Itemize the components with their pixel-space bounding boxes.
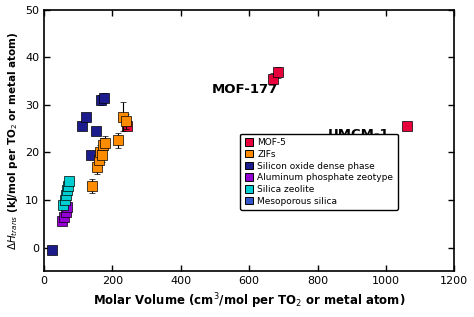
Y-axis label: $\Delta H_{trans}$ (kJ/mol per TO$_2$ or metal atom): $\Delta H_{trans}$ (kJ/mol per TO$_2$ or… xyxy=(6,31,19,249)
X-axis label: Molar Volume (cm$^3$/mol per TO$_2$ or metal atom): Molar Volume (cm$^3$/mol per TO$_2$ or m… xyxy=(93,292,406,311)
Text: MOF-177: MOF-177 xyxy=(211,83,278,96)
Text: UMCM-1: UMCM-1 xyxy=(328,128,390,141)
Legend: MOF-5, ZIFs, Silicon oxide dense phase, Aluminum phosphate zeotype, Silica zeoli: MOF-5, ZIFs, Silicon oxide dense phase, … xyxy=(240,134,398,210)
